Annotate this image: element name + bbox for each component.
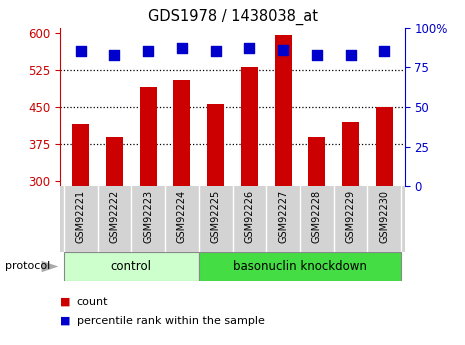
Point [178,46,186,51]
Bar [275,35,292,330]
Text: basonuclin knockdown: basonuclin knockdown [233,260,367,273]
Text: control: control [111,260,152,273]
Text: GSM92222: GSM92222 [109,189,120,243]
Text: GSM92225: GSM92225 [211,189,220,243]
Point [212,49,219,54]
Text: count: count [77,297,108,307]
Bar [173,80,190,330]
Text: GSM92223: GSM92223 [143,189,153,243]
Bar [342,122,359,330]
Text: GSM92224: GSM92224 [177,189,187,243]
Bar [106,137,123,330]
Bar [308,137,326,330]
Bar [199,252,401,281]
Text: GSM92228: GSM92228 [312,189,322,243]
Point [111,52,118,57]
Polygon shape [42,261,59,272]
Bar [241,67,258,330]
Text: GDS1978 / 1438038_at: GDS1978 / 1438038_at [147,9,318,25]
Text: percentile rank within the sample: percentile rank within the sample [77,316,265,326]
Bar [64,252,199,281]
Bar [207,105,224,330]
Point [347,52,354,57]
Text: protocol: protocol [5,262,50,271]
Point [145,49,152,54]
Bar [376,107,393,330]
Point [246,46,253,51]
Bar [72,124,89,330]
Text: GSM92221: GSM92221 [76,189,86,243]
Point [313,52,320,57]
Point [279,47,287,52]
Text: ■: ■ [60,297,71,307]
Text: GSM92230: GSM92230 [379,189,389,243]
Text: ■: ■ [60,316,71,326]
Text: GSM92226: GSM92226 [245,189,254,243]
Text: GSM92229: GSM92229 [345,189,356,243]
Text: GSM92227: GSM92227 [278,189,288,243]
Point [380,49,388,54]
Point [77,49,85,54]
Bar [140,87,157,330]
